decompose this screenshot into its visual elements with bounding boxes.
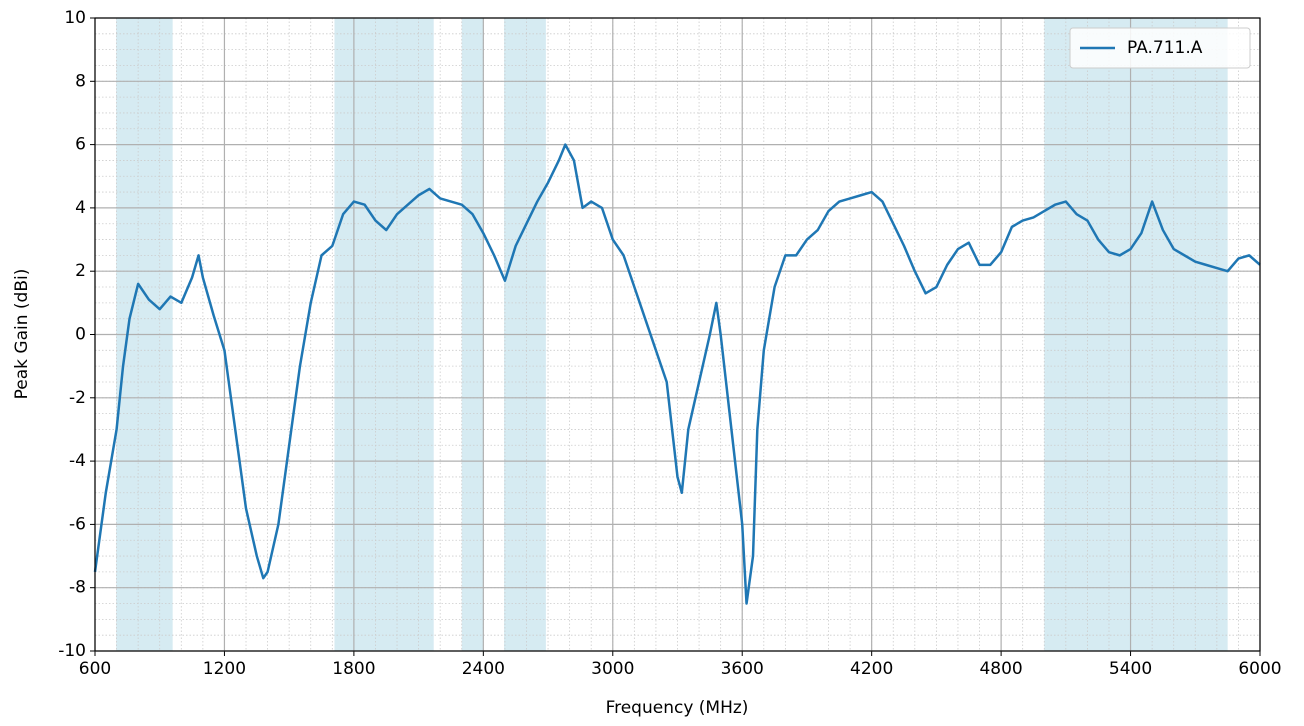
y-tick-label: -2 [69, 388, 86, 408]
x-tick-label: 1800 [332, 659, 375, 679]
x-tick-label: 4800 [979, 659, 1022, 679]
plot-frame [94, 17, 1261, 652]
y-tick-label: -6 [69, 514, 86, 534]
y-tick-label: 2 [75, 261, 86, 281]
x-tick-label: 2400 [462, 659, 505, 679]
y-tick-label: -10 [58, 641, 86, 661]
x-tick-label: 3600 [721, 659, 764, 679]
x-tick-label: 3000 [591, 659, 634, 679]
y-tick-label: 0 [75, 325, 86, 345]
x-tick-label: 1200 [203, 659, 246, 679]
y-tick-label: 4 [75, 198, 86, 218]
x-tick-label: 6000 [1238, 659, 1281, 679]
x-tick-label: 4200 [850, 659, 893, 679]
y-axis-label: Peak Gain (dBi) [12, 269, 32, 400]
data-line [93, 143, 1261, 605]
y-tick-label: -8 [69, 578, 86, 598]
y-tick-label: -4 [69, 451, 86, 471]
y-tick-label: 8 [75, 71, 86, 91]
x-axis-label: Frequency (MHz) [606, 698, 749, 718]
x-tick-label: 600 [79, 659, 111, 679]
legend-label: PA.711.A [1127, 38, 1203, 58]
y-tick-label: 6 [75, 135, 86, 155]
x-tick-label: 5400 [1109, 659, 1152, 679]
legend-box [1069, 27, 1251, 69]
y-tick-label: 10 [64, 8, 86, 28]
